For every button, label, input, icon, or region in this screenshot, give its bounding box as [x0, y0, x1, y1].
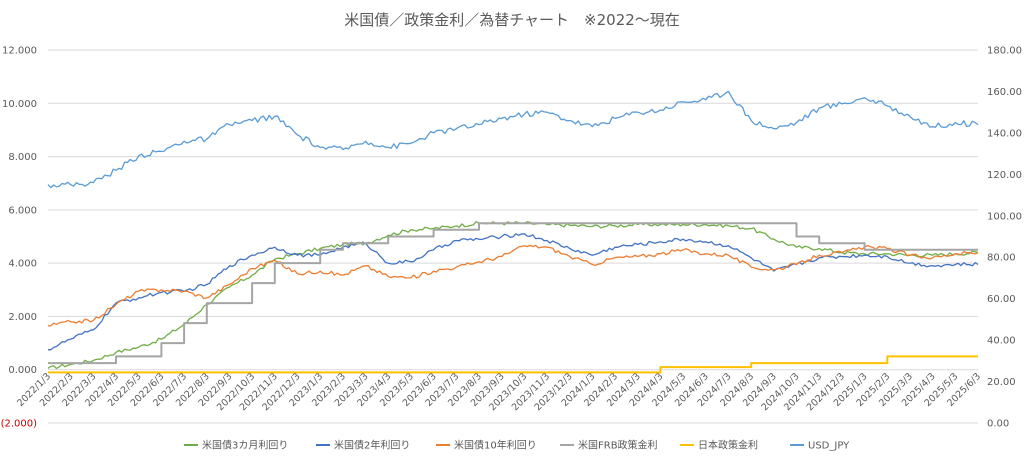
- legend-label: 米国FRB政策金利: [578, 439, 658, 452]
- legend-label: 日本政策金利: [698, 439, 758, 452]
- y-right-tick-label: 160.00: [987, 87, 1022, 98]
- y-left-tick-label: 6.000: [8, 205, 37, 216]
- y-right-tick-label: 0.00: [987, 419, 1009, 430]
- y-right-tick-label: 40.00: [987, 336, 1016, 347]
- y-left-tick-label: 12.000: [2, 46, 37, 57]
- y-left-tick-label: 8.000: [8, 152, 37, 163]
- legend: 米国債3カ月利回り 米国債2年利回り 米国債10年利回り 米国FRB政策金利 日本政策金…: [184, 439, 850, 452]
- y-right-tick-label: 80.00: [987, 253, 1016, 264]
- y-left-tick-label: (2.000): [1, 419, 38, 430]
- gridlines: [48, 49, 978, 424]
- y-axis-left: (2.000) 0.000 2.000 4.000 6.000 8.000 10.000 12…: [1, 46, 38, 430]
- y-right-tick-label: 140.00: [987, 128, 1022, 139]
- legend-label: USD_JPY: [808, 441, 850, 452]
- y-left-tick-label: 10.000: [2, 99, 37, 110]
- y-right-tick-label: 20.00: [987, 377, 1016, 388]
- series-line: [48, 355, 978, 374]
- series-line: [47, 90, 979, 189]
- y-axis-right: 0.00 20.00 40.00 60.00 80.00 100.00 120.00 140.…: [987, 46, 1022, 430]
- legend-label: 米国債10年利回り: [454, 439, 537, 452]
- y-right-tick-label: 180.00: [987, 46, 1022, 57]
- legend-label: 米国債2年利回り: [334, 439, 410, 452]
- y-left-tick-label: 4.000: [8, 259, 37, 270]
- series-line: [47, 244, 979, 327]
- series-line: [47, 233, 979, 351]
- chart-title: 米国債／政策金利／為替チャート ※2022～現在: [344, 11, 680, 29]
- y-right-tick-label: 100.00: [987, 211, 1022, 222]
- y-right-tick-label: 60.00: [987, 294, 1016, 305]
- series-line: [48, 222, 978, 365]
- y-right-tick-label: 120.00: [987, 170, 1022, 181]
- y-left-tick-label: 2.000: [8, 312, 37, 323]
- series-lines: [47, 90, 979, 374]
- y-left-tick-label: 0.000: [8, 365, 37, 376]
- legend-label: 米国債3カ月利回り: [202, 439, 288, 452]
